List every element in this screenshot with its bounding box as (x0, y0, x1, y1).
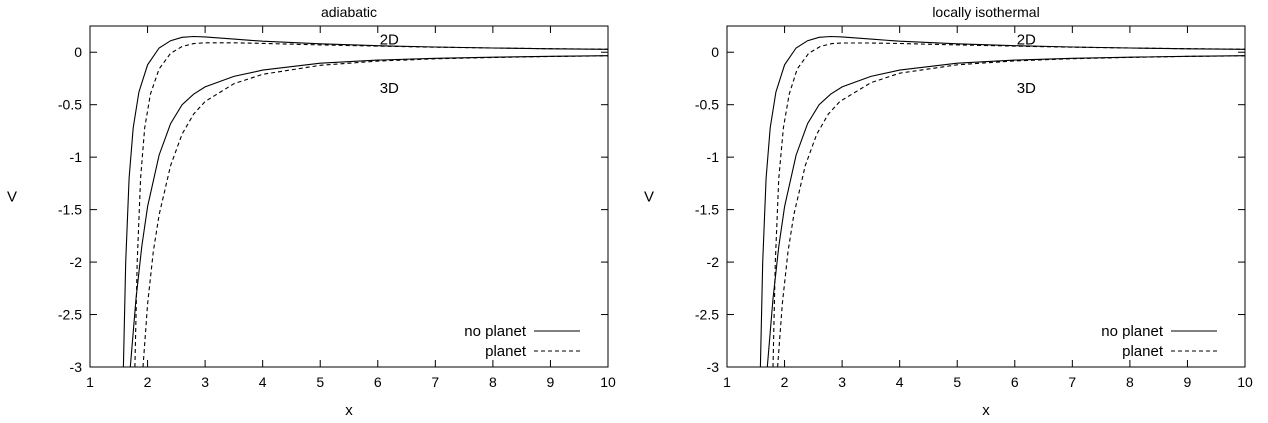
y-tick-label: -0.5 (58, 97, 82, 113)
y-tick-label: -1.5 (58, 202, 82, 218)
legend-label: planet (485, 343, 527, 360)
x-tick-label: 8 (489, 374, 497, 390)
x-tick-label: 4 (259, 374, 267, 390)
y-tick-label: -2 (707, 254, 720, 270)
legend-label: no planet (1101, 323, 1164, 340)
y-axis-label: V (7, 189, 17, 206)
x-tick-label: 5 (953, 374, 961, 390)
y-tick-label: -2.5 (58, 307, 82, 323)
chart-panel-1: 1 2 3 4 5 6 7 8 9 10 0 -0.5 -1 -1.5 -2 -2.5 -3 locally is… (644, 4, 1253, 419)
legend-label: no planet (464, 323, 527, 340)
y-tick-label: 0 (711, 44, 719, 60)
series-group (122, 35, 608, 367)
series-line-no-planet-2 (129, 55, 608, 367)
y-axis-label: V (644, 189, 654, 206)
series-line-no-planet-0 (759, 35, 1245, 367)
x-tick-label: 7 (1068, 374, 1076, 390)
annotation-label: 3D (1017, 80, 1036, 97)
annotation-label: 3D (380, 80, 399, 97)
x-tick-label: 4 (896, 374, 904, 390)
series-line-planet-1 (134, 42, 608, 367)
x-tick-label: 9 (547, 374, 555, 390)
y-tick-label: -0.5 (695, 97, 719, 113)
annotation-label: 2D (1017, 32, 1036, 49)
x-axis-label: x (345, 402, 353, 419)
x-tick-label: 5 (316, 374, 324, 390)
x-tick-label: 10 (1237, 374, 1253, 390)
chart-panel-0: 1 2 3 4 5 6 7 8 9 10 0 -0.5 -1 -1.5 -2 -2.5 -3 adiabatic x… (7, 4, 616, 419)
y-tick-label: -1 (707, 149, 720, 165)
series-line-planet-3 (777, 55, 1245, 367)
y-tick-label: -3 (70, 359, 83, 375)
x-tick-label: 8 (1126, 374, 1134, 390)
y-tick-label: 0 (74, 44, 82, 60)
series-line-planet-1 (772, 42, 1245, 367)
series-group (759, 35, 1245, 367)
x-tick-label: 1 (723, 374, 731, 390)
chart-title: locally isothermal (932, 4, 1039, 20)
x-tick-label: 6 (374, 374, 382, 390)
x-tick-label: 2 (781, 374, 789, 390)
x-tick-label: 7 (431, 374, 439, 390)
series-line-no-planet-2 (766, 55, 1245, 367)
annotation-label: 2D (380, 32, 399, 49)
x-tick-label: 3 (838, 374, 846, 390)
plot-frame (89, 25, 609, 368)
legend-label: planet (1122, 343, 1164, 360)
y-tick-label: -1.5 (695, 202, 719, 218)
x-tick-label: 2 (144, 374, 152, 390)
x-tick-label: 9 (1184, 374, 1192, 390)
x-tick-label: 3 (201, 374, 209, 390)
plot-frame (726, 25, 1246, 368)
series-line-planet-3 (142, 55, 608, 367)
x-axis-label: x (982, 402, 990, 419)
x-tick-label: 6 (1011, 374, 1019, 390)
series-line-no-planet-0 (122, 35, 608, 367)
chart-title: adiabatic (321, 4, 377, 20)
x-tick-label: 10 (600, 374, 616, 390)
y-tick-label: -2 (70, 254, 83, 270)
y-tick-label: -2.5 (695, 307, 719, 323)
y-tick-label: -1 (70, 149, 83, 165)
x-tick-label: 1 (86, 374, 94, 390)
y-tick-label: -3 (707, 359, 720, 375)
